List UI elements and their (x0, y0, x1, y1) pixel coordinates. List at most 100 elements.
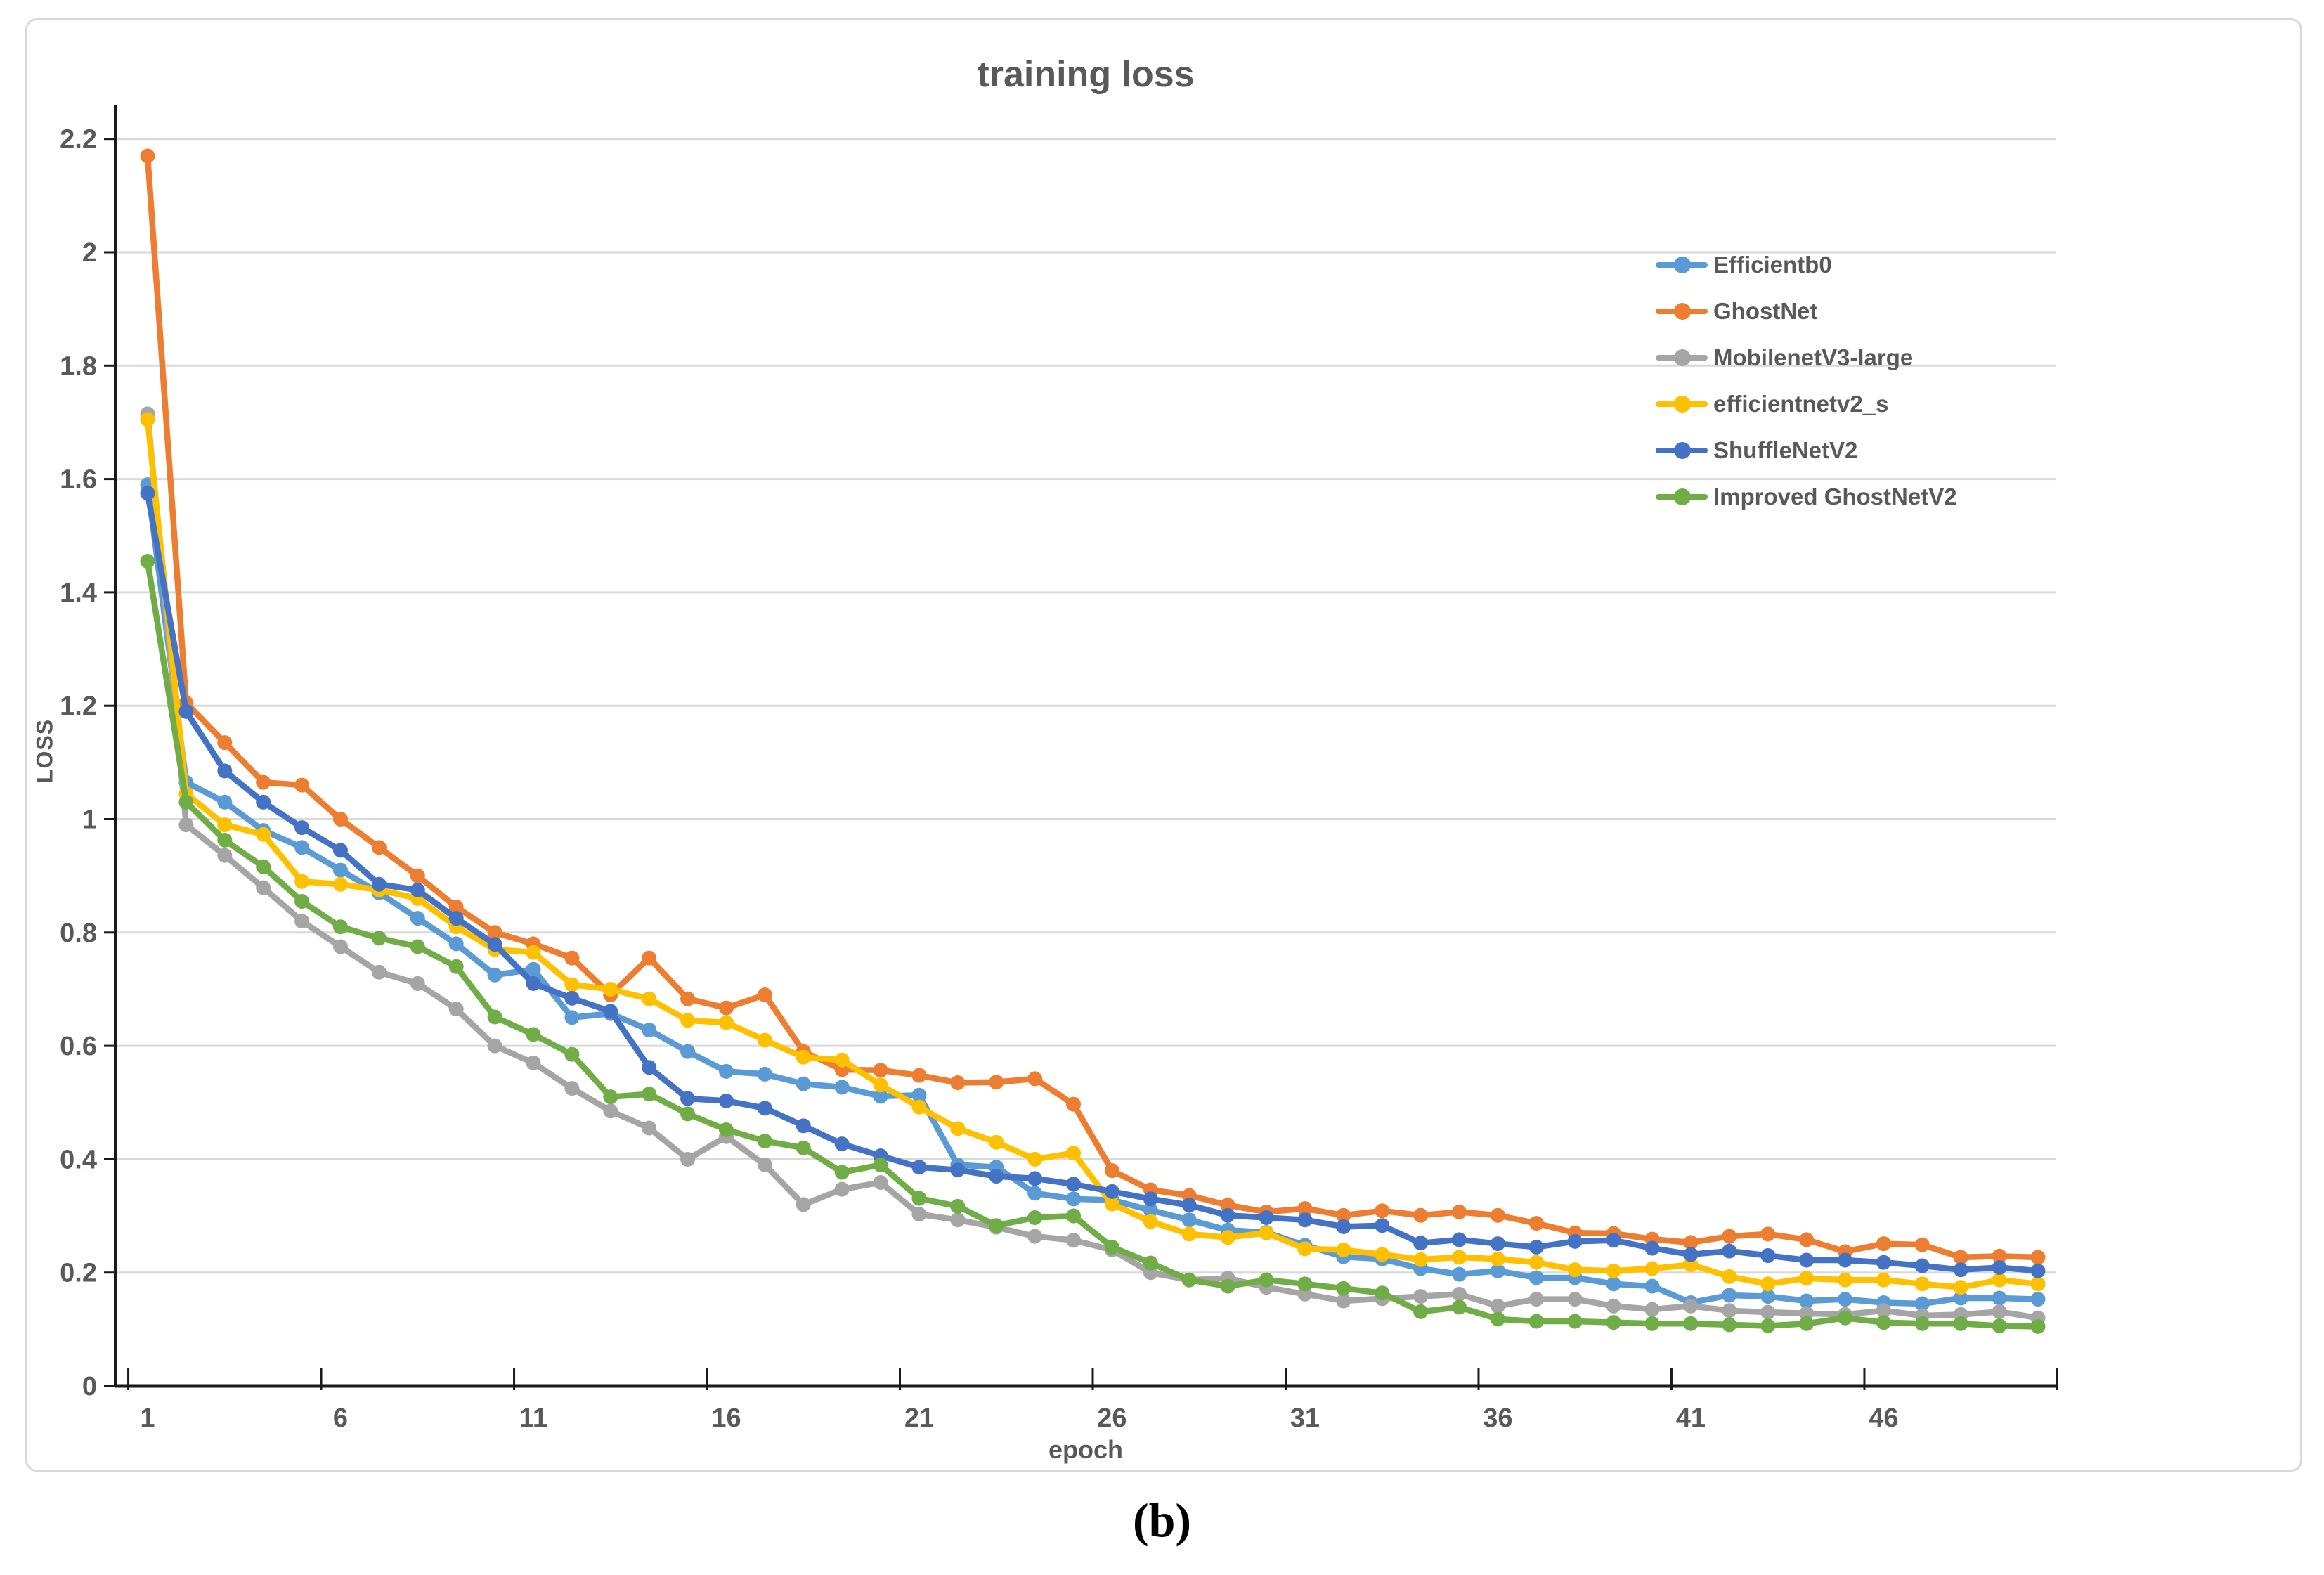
data-point (2030, 1292, 2046, 1307)
data-point (1876, 1272, 1891, 1288)
data-point (718, 1093, 734, 1108)
y-tick-label: 0.4 (60, 1145, 97, 1174)
data-point (1838, 1292, 1853, 1307)
data-point (1181, 1226, 1197, 1242)
legend-line-marker-icon (1656, 349, 1708, 367)
data-point (1066, 1233, 1082, 1248)
data-point (950, 1075, 966, 1091)
data-point (217, 763, 233, 779)
data-point (1452, 1266, 1467, 1282)
data-point (332, 862, 348, 878)
data-point (1143, 1214, 1158, 1229)
x-tick-label: 41 (1676, 1404, 1706, 1433)
data-point (1452, 1204, 1467, 1219)
data-point (178, 704, 194, 719)
data-point (1336, 1207, 1351, 1223)
figure-caption: (b) (1132, 1493, 1192, 1547)
data-point (989, 1218, 1004, 1233)
data-point (1760, 1248, 1776, 1264)
data-point (1452, 1232, 1467, 1247)
x-tick-label: 31 (1290, 1404, 1320, 1433)
data-point (1722, 1243, 1737, 1259)
y-tick-label: 1.4 (60, 578, 97, 608)
data-point (796, 1118, 811, 1134)
chart-title: training loss (977, 54, 1195, 95)
data-point (757, 987, 772, 1003)
legend-label: Efficientb0 (1713, 252, 1832, 278)
data-point (1528, 1292, 1544, 1307)
data-point (718, 1000, 734, 1016)
data-point (1683, 1235, 1699, 1250)
data-point (1027, 1151, 1043, 1167)
data-point (1914, 1296, 1930, 1311)
data-point (1760, 1226, 1776, 1242)
data-point (1104, 1239, 1119, 1255)
data-point (1760, 1304, 1776, 1320)
y-tick-label: 1.8 (60, 351, 97, 381)
data-point (1259, 1210, 1274, 1225)
data-point (1027, 1229, 1043, 1244)
data-point (1799, 1306, 1815, 1321)
data-point (989, 1169, 1004, 1184)
data-point (1490, 1263, 1505, 1278)
data-point (564, 1046, 580, 1062)
legend-marker-dot (1674, 488, 1691, 505)
legend-label: MobilenetV3-large (1713, 344, 1914, 370)
data-point (1375, 1247, 1390, 1262)
data-point (1760, 1318, 1776, 1334)
data-point (1953, 1280, 1968, 1295)
data-point (217, 832, 233, 848)
data-point (256, 827, 271, 842)
data-point (1452, 1299, 1467, 1315)
data-point (873, 1157, 888, 1172)
data-point (642, 1120, 657, 1136)
data-point (410, 939, 425, 954)
data-point (1992, 1304, 2007, 1319)
legend-line-marker-icon (1656, 302, 1708, 320)
data-point (1799, 1316, 1815, 1331)
data-point (1375, 1285, 1390, 1301)
y-tick-label: 2.2 (60, 125, 97, 155)
data-point (1838, 1272, 1853, 1288)
data-point (410, 976, 425, 991)
data-point (1297, 1201, 1313, 1217)
data-point (1528, 1255, 1544, 1270)
data-point (1220, 1207, 1235, 1223)
data-point (911, 1160, 927, 1175)
data-point (1799, 1232, 1815, 1247)
x-axis-title: epoch (1048, 1435, 1123, 1464)
x-tick-label: 21 (904, 1404, 934, 1433)
data-point (217, 817, 233, 833)
data-point (371, 876, 387, 892)
data-point (332, 919, 348, 935)
data-point (911, 1191, 927, 1206)
data-point (1297, 1241, 1313, 1257)
data-point (1838, 1310, 1853, 1326)
x-tick-label: 1 (140, 1404, 155, 1433)
data-point (642, 1087, 657, 1102)
legend-line-marker-icon (1656, 395, 1708, 413)
y-axis-title: LOSS (32, 718, 58, 784)
data-point (1413, 1304, 1429, 1319)
data-point (1413, 1252, 1429, 1267)
data-point (989, 1075, 1004, 1090)
data-point (526, 1055, 541, 1070)
data-point (680, 1013, 696, 1028)
data-point (2030, 1276, 2046, 1292)
data-point (2030, 1263, 2046, 1278)
legend-marker-dot (1674, 257, 1691, 273)
data-point (448, 1002, 464, 1017)
data-point (1143, 1191, 1158, 1207)
legend-label: GhostNet (1713, 298, 1818, 324)
data-point (834, 1165, 850, 1180)
data-point (256, 774, 271, 790)
data-point (680, 1106, 696, 1122)
data-point (603, 1089, 618, 1105)
data-point (1953, 1262, 1968, 1278)
data-point (487, 967, 502, 983)
data-point (140, 486, 155, 501)
data-point (1644, 1240, 1660, 1256)
data-point (1876, 1236, 1891, 1252)
data-point (1220, 1278, 1235, 1294)
